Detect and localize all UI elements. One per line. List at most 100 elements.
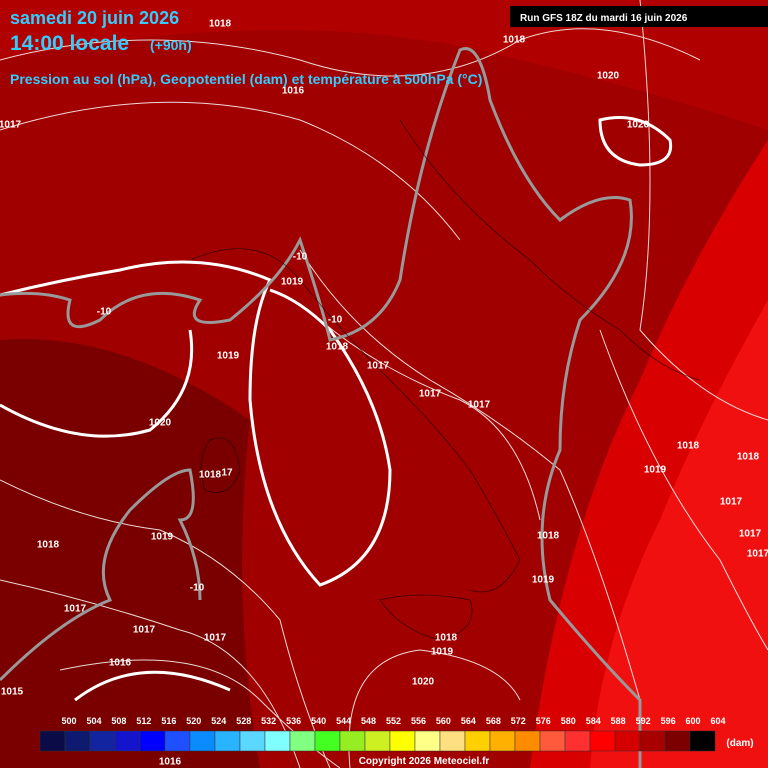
isobar bbox=[0, 479, 331, 768]
run-box bbox=[510, 6, 768, 27]
isobar bbox=[599, 329, 768, 651]
isobar bbox=[0, 28, 701, 77]
date: samedi 20 juin 2026 bbox=[10, 8, 179, 28]
isobar-label: 1019 bbox=[431, 647, 454, 658]
copyright: Copyright 2026 Meteociel.fr bbox=[359, 756, 490, 767]
isobar-label: 17 bbox=[221, 468, 233, 479]
legend-value: 576 bbox=[536, 716, 551, 726]
color-swatch bbox=[564, 730, 591, 752]
isobar bbox=[348, 649, 521, 768]
legend-value: 536 bbox=[286, 716, 301, 726]
legend-value: 600 bbox=[686, 716, 701, 726]
geopotential-contour bbox=[0, 329, 194, 438]
legend-value: 516 bbox=[161, 716, 176, 726]
color-swatch bbox=[414, 730, 441, 752]
legend-value: 564 bbox=[461, 716, 476, 726]
isobar-label: 1017 bbox=[720, 497, 743, 508]
color-swatch bbox=[689, 730, 716, 752]
coastlines bbox=[189, 119, 701, 641]
isobar-label: -10 bbox=[97, 307, 112, 318]
isobar-label: 1018 bbox=[199, 470, 222, 481]
isobar bbox=[0, 101, 461, 241]
legend-value: 528 bbox=[236, 716, 251, 726]
color-swatch bbox=[89, 730, 116, 752]
color-swatch bbox=[239, 730, 266, 752]
isobar-label: 1019 bbox=[281, 277, 304, 288]
color-swatch bbox=[139, 730, 166, 752]
color-swatch bbox=[539, 730, 566, 752]
isobar-label: -10 bbox=[293, 252, 308, 263]
isobar-label: 1018 bbox=[677, 441, 700, 452]
legend-value: 544 bbox=[336, 716, 351, 726]
legend-value: 504 bbox=[86, 716, 101, 726]
color-swatch bbox=[464, 730, 491, 752]
isobar-label: 1020 bbox=[627, 120, 650, 131]
isobar-label: 1018 bbox=[537, 531, 560, 542]
subtitle: Pression au sol (hPa), Geopotentiel (dam… bbox=[10, 71, 482, 87]
legend-value: 580 bbox=[561, 716, 576, 726]
legend-value: 520 bbox=[186, 716, 201, 726]
color-swatch bbox=[39, 730, 66, 752]
color-swatch bbox=[214, 730, 241, 752]
color-swatch bbox=[489, 730, 516, 752]
legend-value: 588 bbox=[611, 716, 626, 726]
color-swatch bbox=[514, 730, 541, 752]
isobar-label: 1017 bbox=[419, 389, 442, 400]
time: 14:00 locale bbox=[10, 32, 129, 55]
isobar-label: -10 bbox=[328, 315, 343, 326]
run-label: Run GFS 18Z du mardi 16 juin 2026 bbox=[520, 13, 688, 24]
isobar-label: 1017 bbox=[64, 604, 87, 615]
isobar-label: 1018 bbox=[503, 35, 526, 46]
color-swatch bbox=[639, 730, 666, 752]
color-swatch bbox=[114, 730, 141, 752]
coastline bbox=[379, 594, 473, 641]
color-swatch bbox=[289, 730, 316, 752]
isobar-label: 1016 bbox=[282, 86, 305, 97]
legend-value: 596 bbox=[661, 716, 676, 726]
color-swatch bbox=[339, 730, 366, 752]
isobar bbox=[0, 579, 301, 768]
isotherm bbox=[0, 47, 642, 768]
north-region bbox=[0, 0, 768, 130]
isobar-label: 1018 bbox=[326, 342, 349, 353]
isobar-label: 1018 bbox=[37, 540, 60, 551]
legend-value: 512 bbox=[136, 716, 151, 726]
legend-value: 500 bbox=[61, 716, 76, 726]
legend-value: 524 bbox=[211, 716, 226, 726]
isobar-label: 1018 bbox=[737, 452, 760, 463]
geopotential-contour bbox=[74, 670, 231, 702]
isobar-label: 1018 bbox=[435, 633, 458, 644]
isobar-label: 1017 bbox=[468, 400, 491, 411]
isobar-labels: 1018 1018 1020 1016 1017 1020 -10 1019 -10 -10 101… bbox=[0, 19, 768, 768]
isobar-label: 1017 bbox=[133, 625, 156, 636]
legend-value: 560 bbox=[436, 716, 451, 726]
legend-value: 556 bbox=[411, 716, 426, 726]
isobar bbox=[299, 249, 641, 701]
isobar-label: 1019 bbox=[532, 575, 555, 586]
legend-value: 540 bbox=[311, 716, 326, 726]
thick-contours bbox=[0, 116, 673, 702]
isobar-label: 1017 bbox=[739, 529, 762, 540]
color-swatch bbox=[189, 730, 216, 752]
isobar-label: 1019 bbox=[217, 351, 240, 362]
coastline bbox=[200, 437, 241, 493]
color-swatch bbox=[439, 730, 466, 752]
legend-value: 548 bbox=[361, 716, 376, 726]
isobar-label: 1017 bbox=[747, 549, 768, 560]
color-swatch bbox=[264, 730, 291, 752]
geopotential-contour bbox=[598, 116, 673, 167]
coastline bbox=[399, 119, 701, 381]
isobar-label: 1017 bbox=[367, 361, 390, 372]
legend-value: 508 bbox=[111, 716, 126, 726]
color-swatch bbox=[664, 730, 691, 752]
cold-region bbox=[0, 339, 260, 768]
color-swatch bbox=[64, 730, 91, 752]
legend-value: 532 bbox=[261, 716, 276, 726]
color-swatch bbox=[614, 730, 641, 752]
legend-value: 584 bbox=[586, 716, 601, 726]
isobar bbox=[319, 319, 541, 521]
legend-value: 552 bbox=[386, 716, 401, 726]
